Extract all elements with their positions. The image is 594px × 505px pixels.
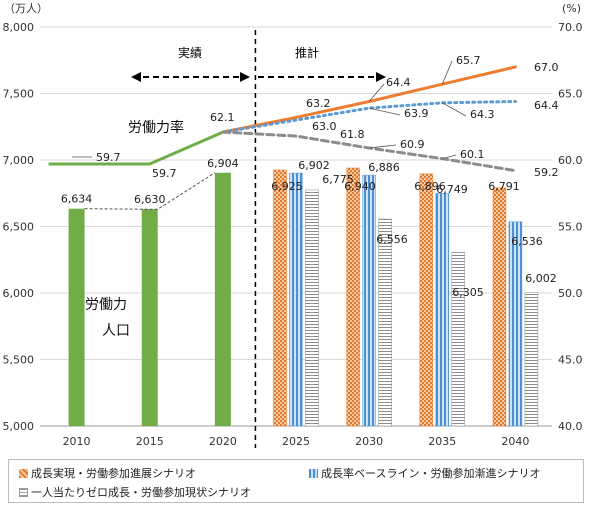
legend-swatch-blue [309,468,318,478]
actual-label: 実績 [178,45,202,60]
rate-leader-line [441,60,453,85]
scenario-rate-label: 64.4 [386,76,411,89]
actual-rate-label: 59.7 [152,167,177,180]
left-tick-label: 8,000 [3,21,35,34]
projection-arrow-head [376,72,386,82]
legend: 成長実現・労働参加進展シナリオ 成長率ベースライン・労働参加漸進シナリオ 一人当… [8,459,584,503]
legend-label-zero: 一人当たりゼロ成長・労働参加現状シナリオ [31,486,251,499]
scenario-bar [289,172,303,427]
right-tick-label: 55.0 [558,221,583,234]
scenario-rate-label: 64.4 [534,99,559,112]
legend-swatch-orange [19,468,28,478]
scenario-bar-label: 6,902 [298,159,330,172]
actual-arrow-head-right [240,72,250,82]
right-tick-label: 50.0 [558,287,583,300]
scenario-bar [378,218,392,427]
actual-bar-connector [84,172,216,210]
right-tick-label: 45.0 [558,354,583,367]
x-tick-label: 2010 [63,435,91,448]
right-axis-unit: (%) [562,2,581,15]
scenario-rate-label: 67.0 [534,61,559,74]
actual-bar-label: 6,904 [207,157,239,170]
scenario-bar-label: 6,896 [414,180,446,193]
scenario-bar [435,193,450,427]
scenario-rate-label: 65.7 [456,54,481,67]
scenario-bar-label: 6,775 [322,173,354,186]
scenario-rate-label: 60.1 [460,148,485,161]
scenario-bar-label: 6,940 [344,180,376,193]
scenario-bar [419,173,434,427]
actual-bar [68,208,85,426]
scenario-bar-label: 6,305 [452,286,484,299]
scenario-rate-label: 61.8 [340,128,365,141]
scenario-bar [492,187,507,427]
scenario-bar-label: 6,925 [271,180,303,193]
x-tick-label: 2035 [428,435,456,448]
rate-leader-line [369,144,397,149]
scenario-rate-label: 63.9 [404,107,429,120]
actual-rate-label: 62.1 [210,111,235,124]
actual-arrow-head [131,72,141,82]
legend-label-baseline: 成長率ベースライン・労働参加漸進シナリオ [321,467,541,480]
scenario-bar [508,221,523,427]
left-tick-label: 6,000 [3,287,35,300]
actual-bar [214,172,231,426]
scenario-bar [273,169,287,427]
scenario-bar [451,252,466,427]
x-tick-label: 2020 [209,435,237,448]
rate-leader-line [369,107,401,116]
actual-bar-label: 6,634 [61,193,93,206]
legend-item-zero: 一人当たりゼロ成長・労働参加現状シナリオ [19,484,251,500]
scenario-rate-label: 60.9 [400,138,425,151]
scenario-bar [524,292,539,427]
scenario-bar [346,167,360,427]
right-tick-label: 40.0 [558,420,583,433]
labor-rate-label: 労働力率 [128,119,184,136]
actual-bar-label: 6,630 [134,193,166,206]
scenario-bar-label: 6,749 [436,183,468,196]
left-tick-label: 5,000 [3,420,35,433]
actual-rate-line [48,130,224,166]
scenario-bar-label: 6,556 [376,233,408,246]
x-tick-label: 2030 [355,435,383,448]
scenario-bar [362,174,376,427]
rate-leader-line [368,83,385,102]
scenario-rate-label: 63.2 [306,97,331,110]
projection-label: 推計 [295,45,319,60]
scenario-rate-line [221,99,517,134]
x-tick-label: 2015 [136,435,164,448]
legend-item-growth: 成長実現・労働参加進展シナリオ [19,465,196,481]
scenario-bar-label: 6,791 [488,180,520,193]
left-tick-label: 7,500 [3,88,35,101]
scenario-bar-label: 6,002 [525,272,557,285]
x-tick-label: 2040 [501,435,529,448]
rate-leader-line [442,154,457,160]
x-tick-label: 2025 [282,435,310,448]
scenario-bar-label: 6,886 [368,161,400,174]
scenario-rate-label: 64.3 [470,108,495,121]
labor-pop-label-2: 人口 [102,323,130,339]
scenario-bar [305,189,319,427]
left-tick-label: 6,500 [3,221,35,234]
rate-leader-line [442,102,467,117]
labor-pop-label-1: 労働力 [85,297,127,313]
actual-bar [141,209,158,426]
scenario-rate-label: 63.0 [312,120,337,133]
right-tick-label: 60.0 [558,154,583,167]
legend-item-baseline: 成長率ベースライン・労働参加漸進シナリオ [309,465,540,481]
actual-rate-label: 59.7 [96,151,121,164]
scenario-bar-label: 6,536 [511,235,543,248]
legend-label-growth: 成長実現・労働参加進展シナリオ [31,467,196,480]
scenario-rate-label: 59.2 [534,166,559,179]
right-tick-label: 70.0 [558,21,583,34]
right-tick-label: 65.0 [558,88,583,101]
left-tick-label: 5,500 [3,354,35,367]
legend-swatch-gray [19,487,28,497]
left-axis-unit: （万人） [4,2,48,15]
left-tick-label: 7,000 [3,154,35,167]
